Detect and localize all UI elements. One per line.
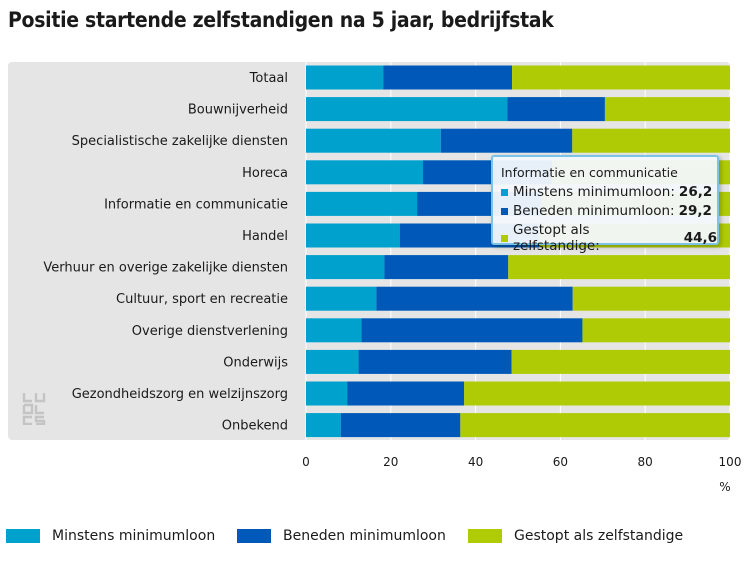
tooltip-row-beneden: Beneden minimumloon: 29,2 [501, 203, 712, 219]
bar-segment[interactable] [604, 97, 730, 122]
bar-segment[interactable] [383, 65, 513, 90]
bar-segment[interactable] [572, 128, 730, 153]
legend: Minstens minimumloon Beneden minimumloon… [0, 528, 747, 552]
bar-segment[interactable] [460, 413, 730, 438]
bar-segment[interactable] [358, 349, 512, 374]
square-icon [501, 207, 508, 215]
bar-segment[interactable] [384, 255, 509, 280]
bar-segment[interactable] [306, 381, 348, 406]
bar-segment[interactable] [306, 318, 362, 343]
tooltip-row-label: Minstens minimumloon: [513, 184, 675, 200]
chart-title: Positie startende zelfstandigen na 5 jaa… [8, 8, 554, 32]
category-label: Cultuur, sport en recreatie [116, 292, 288, 307]
bar-segment[interactable] [347, 381, 465, 406]
category-label: Informatie en communicatie [104, 197, 288, 212]
x-tick-label: 60 [553, 455, 568, 469]
x-tick-label: 40 [468, 455, 483, 469]
bar-segment[interactable] [306, 128, 441, 153]
legend-swatch [468, 529, 502, 543]
category-label: Bouwnijverheid [188, 103, 288, 118]
bar-segment[interactable] [440, 128, 573, 153]
bar-segment[interactable] [582, 318, 730, 343]
bar-segment[interactable] [361, 318, 583, 343]
category-label: Totaal [249, 71, 288, 86]
legend-swatch [237, 529, 271, 543]
bar-segment[interactable] [340, 413, 461, 438]
legend-label: Gestopt als zelfstandige [514, 528, 684, 544]
bar-segment[interactable] [306, 191, 418, 216]
bar-segment[interactable] [572, 286, 730, 311]
category-label: Specialistische zakelijke diensten [72, 134, 288, 149]
tooltip-row-value: 26,2 [678, 184, 713, 200]
x-unit-label: % [719, 480, 730, 494]
bar-segment[interactable] [306, 160, 424, 185]
legend-item-gestopt[interactable]: Gestopt als zelfstandige [468, 528, 683, 544]
tooltip-row-value: 29,2 [678, 203, 712, 219]
legend-item-beneden[interactable]: Beneden minimumloon [237, 528, 446, 544]
bar-segment[interactable] [306, 223, 400, 248]
category-label: Onbekend [222, 419, 288, 434]
bar-segment[interactable] [511, 349, 730, 374]
square-icon [501, 234, 508, 242]
legend-label: Beneden minimumloon [283, 528, 446, 544]
x-tick-label: 20 [383, 455, 398, 469]
tooltip-row-gestopt: Gestopt als zelfstandige: 44,6 [501, 222, 717, 254]
category-label: Handel [242, 229, 288, 244]
category-label: Horeca [242, 166, 288, 181]
x-tick-label: 0 [302, 455, 310, 469]
category-label: Onderwijs [223, 355, 288, 370]
tooltip-row-label: Beneden minimumloon: [513, 203, 675, 219]
tooltip-row-label: Gestopt als zelfstandige: [512, 222, 600, 254]
legend-label: Minstens minimumloon [52, 528, 216, 544]
legend-item-minimum[interactable]: Minstens minimumloon [6, 528, 215, 544]
bar-segment[interactable] [507, 97, 605, 122]
bar-segment[interactable] [376, 286, 573, 311]
category-label: Verhuur en overige zakelijke diensten [43, 261, 288, 276]
bar-segment[interactable] [306, 97, 508, 122]
bar-segment[interactable] [306, 255, 385, 280]
bar-segment[interactable] [508, 255, 730, 280]
bar-segment[interactable] [306, 286, 377, 311]
bar-segment[interactable] [306, 349, 359, 374]
bar-segment[interactable] [464, 381, 730, 406]
category-label: Gezondheidszorg en welzijnszorg [72, 387, 288, 402]
bar-segment[interactable] [512, 65, 730, 90]
cbs-logo-icon [22, 393, 46, 425]
tooltip-title: Informatie en communicatie [501, 165, 678, 180]
tooltip-row-minimum: Minstens minimumloon: 26,2 [501, 184, 712, 200]
bar-segment[interactable] [306, 413, 341, 438]
x-tick-label: 80 [638, 455, 653, 469]
tooltip: Informatie en communicatie Minstens mini… [491, 155, 719, 254]
bar-segment[interactable] [306, 65, 384, 90]
legend-swatch [6, 529, 40, 543]
tooltip-row-value: 44,6 [683, 230, 717, 246]
x-tick-label: 100 [719, 455, 742, 469]
category-label: Overige dienstverlening [132, 324, 288, 339]
square-icon [501, 188, 508, 196]
